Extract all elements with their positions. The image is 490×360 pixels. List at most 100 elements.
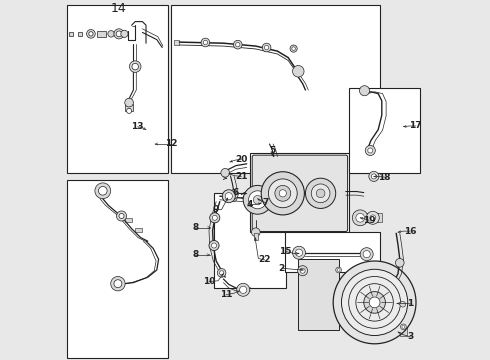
Circle shape: [305, 178, 336, 208]
Bar: [125, 218, 132, 222]
Circle shape: [265, 45, 269, 50]
Bar: [215, 193, 286, 288]
Text: 14: 14: [110, 2, 126, 15]
Circle shape: [89, 32, 93, 36]
Circle shape: [95, 183, 111, 199]
Circle shape: [212, 215, 217, 220]
Text: 9: 9: [212, 205, 219, 214]
Circle shape: [221, 168, 229, 177]
Circle shape: [371, 174, 376, 179]
Circle shape: [364, 292, 386, 313]
Circle shape: [212, 243, 217, 248]
Text: 6: 6: [233, 188, 239, 197]
Bar: [377, 213, 382, 222]
Circle shape: [237, 283, 250, 296]
Text: 13: 13: [131, 122, 144, 131]
Text: 17: 17: [409, 122, 422, 130]
Bar: [174, 40, 179, 45]
Circle shape: [400, 324, 406, 330]
Circle shape: [253, 195, 262, 204]
Bar: [285, 232, 380, 272]
Circle shape: [210, 213, 220, 223]
Circle shape: [402, 325, 405, 328]
Circle shape: [119, 213, 124, 219]
Circle shape: [275, 185, 291, 201]
Text: 8: 8: [192, 223, 198, 232]
Circle shape: [125, 98, 133, 107]
Circle shape: [121, 30, 128, 37]
Circle shape: [116, 31, 122, 37]
FancyBboxPatch shape: [252, 155, 347, 231]
Circle shape: [230, 194, 237, 202]
Circle shape: [222, 194, 230, 201]
Circle shape: [117, 211, 126, 221]
Circle shape: [229, 190, 238, 199]
Circle shape: [369, 171, 379, 181]
Bar: [135, 228, 143, 232]
Bar: [250, 153, 349, 232]
Circle shape: [231, 192, 236, 197]
Circle shape: [108, 31, 114, 37]
Circle shape: [220, 271, 224, 275]
Text: 11: 11: [220, 290, 233, 299]
Circle shape: [311, 184, 330, 203]
Circle shape: [225, 193, 232, 200]
Text: 2: 2: [279, 264, 285, 273]
Circle shape: [290, 45, 297, 52]
Circle shape: [233, 40, 242, 49]
Bar: [88, 32, 93, 36]
Circle shape: [114, 280, 122, 288]
Text: 18: 18: [378, 173, 391, 181]
Circle shape: [251, 228, 260, 237]
Circle shape: [360, 86, 369, 96]
Circle shape: [297, 266, 308, 276]
Circle shape: [224, 195, 228, 199]
Circle shape: [333, 261, 416, 344]
Circle shape: [337, 269, 340, 271]
Circle shape: [356, 213, 365, 222]
Text: 16: 16: [404, 227, 416, 236]
Text: 19: 19: [363, 216, 375, 225]
Bar: [400, 328, 407, 336]
Circle shape: [98, 186, 107, 195]
Circle shape: [395, 258, 404, 267]
Circle shape: [367, 211, 379, 224]
Circle shape: [269, 179, 297, 208]
Circle shape: [217, 269, 226, 277]
Circle shape: [292, 47, 295, 50]
Bar: [67, 5, 168, 173]
Circle shape: [370, 215, 376, 221]
Circle shape: [126, 108, 132, 113]
Circle shape: [369, 297, 380, 308]
Bar: [67, 180, 168, 358]
Text: 22: 22: [259, 256, 271, 264]
Circle shape: [295, 249, 303, 256]
Circle shape: [232, 196, 235, 200]
Bar: [368, 213, 378, 222]
Circle shape: [316, 189, 325, 198]
Text: 20: 20: [235, 154, 247, 163]
Bar: [98, 31, 106, 37]
Text: 5: 5: [269, 146, 275, 155]
Circle shape: [293, 246, 305, 259]
Circle shape: [300, 268, 305, 273]
Circle shape: [243, 185, 272, 214]
Circle shape: [360, 248, 373, 261]
Bar: [349, 88, 419, 173]
Text: 4: 4: [246, 200, 253, 209]
Bar: [298, 259, 339, 330]
Circle shape: [400, 301, 406, 307]
Circle shape: [342, 269, 408, 336]
Circle shape: [132, 63, 139, 70]
Circle shape: [240, 286, 247, 293]
Bar: [171, 5, 380, 173]
Circle shape: [129, 61, 141, 72]
Text: 10: 10: [203, 277, 215, 286]
Bar: [125, 104, 133, 111]
Circle shape: [248, 191, 267, 209]
Circle shape: [368, 148, 373, 153]
Circle shape: [201, 38, 210, 47]
Bar: [254, 233, 258, 240]
Circle shape: [336, 267, 342, 273]
Text: 8: 8: [192, 251, 198, 259]
